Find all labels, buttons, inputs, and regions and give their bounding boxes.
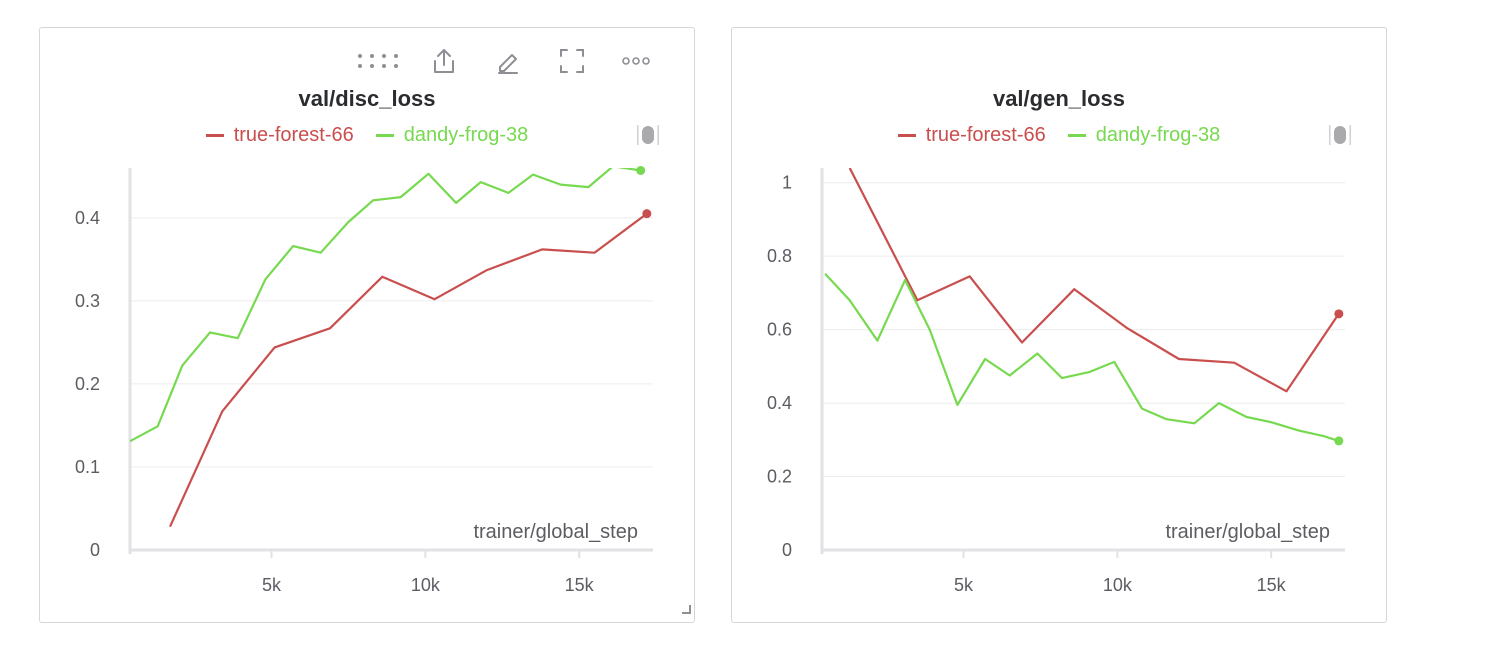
y-tick-label: 0.4 — [75, 208, 100, 228]
series-line-true-forest-66 — [848, 168, 1340, 393]
legend-toggle-icon[interactable] — [1328, 123, 1352, 147]
drag-handle-icon[interactable] — [348, 46, 412, 76]
legend-label: dandy-frog-38 — [1095, 124, 1221, 146]
legend-label: dandy-frog-38 — [403, 124, 529, 146]
chart-legend: true-forest-66 dandy-frog-38 — [732, 124, 1386, 147]
legend-label: true-forest-66 — [233, 124, 354, 146]
share-icon[interactable] — [412, 46, 476, 76]
legend-swatch — [375, 134, 394, 137]
y-tick-label: 0.6 — [767, 320, 792, 340]
y-tick-label: 0.1 — [75, 457, 100, 477]
y-tick-label: 0.8 — [767, 246, 792, 266]
series-end-point — [1334, 309, 1344, 319]
chart-title: val/gen_loss — [992, 86, 1126, 111]
series-end-point — [1334, 436, 1344, 446]
y-tick-label: 0.2 — [767, 467, 792, 487]
legend-item-dandy-frog-38[interactable]: dandy-frog-38 — [375, 124, 529, 147]
panel-toolbar — [348, 46, 668, 76]
x-axis-title: trainer/global_step — [473, 521, 638, 543]
y-tick-label: 0 — [90, 540, 100, 560]
y-tick-label: 0 — [782, 540, 792, 560]
chart-panel-disc-loss: val/disc_loss true-forest-66 dandy-frog-… — [39, 27, 695, 623]
resize-handle-icon[interactable] — [681, 601, 691, 619]
x-tick-label: 5k — [262, 575, 282, 595]
x-tick-label: 10k — [411, 575, 441, 595]
legend-label: true-forest-66 — [925, 124, 1046, 146]
y-tick-label: 0.2 — [75, 374, 100, 394]
edit-icon[interactable] — [476, 46, 540, 76]
more-options-icon[interactable] — [604, 46, 668, 76]
x-tick-label: 5k — [954, 575, 974, 595]
legend-item-true-forest-66[interactable]: true-forest-66 — [205, 124, 354, 147]
x-tick-label: 10k — [1103, 575, 1133, 595]
x-tick-label: 15k — [565, 575, 595, 595]
chart-title: val/disc_loss — [298, 86, 436, 111]
y-tick-label: 0.4 — [767, 393, 792, 413]
legend-item-dandy-frog-38[interactable]: dandy-frog-38 — [1067, 124, 1221, 147]
chart-plot-area: 0 0.1 0.2 0.3 0.4 5k 10k 15k trainer/global_step — [75, 165, 653, 595]
series-line-dandy-frog-38 — [824, 273, 1340, 442]
x-axis-title: trainer/global_step — [1165, 521, 1330, 543]
legend-swatch — [897, 134, 916, 137]
x-tick-label: 15k — [1257, 575, 1287, 595]
legend-swatch — [205, 134, 224, 137]
series-end-point — [636, 165, 646, 175]
y-tick-label: 1 — [782, 173, 792, 193]
legend-item-true-forest-66[interactable]: true-forest-66 — [897, 124, 1046, 147]
legend-swatch — [1067, 134, 1086, 137]
chart-panel-gen-loss: val/gen_loss true-forest-66 dandy-frog-3… — [731, 27, 1387, 623]
series-line-true-forest-66 — [168, 212, 648, 528]
chart-legend: true-forest-66 dandy-frog-38 — [40, 124, 694, 147]
fullscreen-icon[interactable] — [540, 46, 604, 76]
series-end-point — [642, 209, 652, 219]
series-line-dandy-frog-38 — [130, 168, 641, 443]
legend-toggle-icon[interactable] — [636, 123, 660, 147]
y-tick-label: 0.3 — [75, 291, 100, 311]
